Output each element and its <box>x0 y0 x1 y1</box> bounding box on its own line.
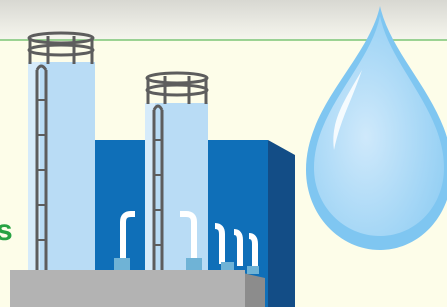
tank <box>28 33 95 274</box>
platform <box>10 270 245 307</box>
fragment-text: s <box>0 214 13 247</box>
water-drop <box>306 6 447 250</box>
illustration: s <box>0 0 447 307</box>
page: {"fragment_text": "s"} s <box>0 0 447 307</box>
building-side <box>268 140 295 307</box>
tank <box>145 73 208 274</box>
